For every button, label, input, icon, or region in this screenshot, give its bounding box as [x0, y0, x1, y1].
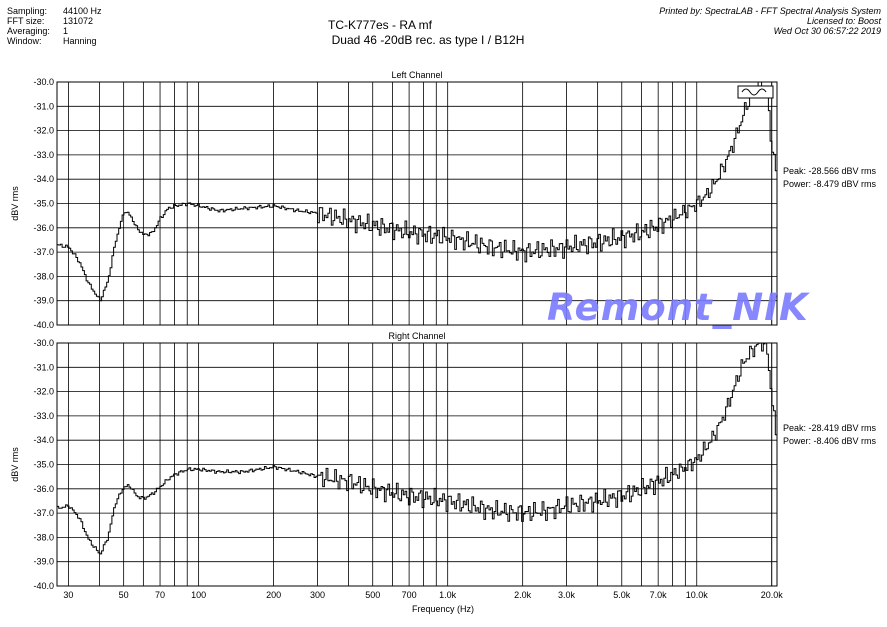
sine-wave-icon	[741, 88, 767, 96]
x-tick-label: 5.0k	[613, 590, 631, 600]
y-tick-label: -31.0	[33, 362, 54, 372]
x-axis-label: Frequency (Hz)	[412, 604, 474, 614]
x-tick-label: 20.0k	[761, 590, 784, 600]
meta-row-averaging: Averaging: 1	[7, 26, 102, 36]
spectrum-line	[57, 342, 778, 555]
y-tick-label: -37.0	[33, 247, 54, 257]
page-subtitle: Duad 46 -20dB rec. as type I / B12H	[331, 33, 525, 47]
y-axis-label: dBV rms	[10, 186, 20, 221]
x-tick-label: 100	[191, 590, 206, 600]
y-tick-label: -34.0	[33, 435, 54, 445]
x-tick-label: 2.0k	[514, 590, 532, 600]
y-tick-label: -31.0	[33, 101, 54, 111]
x-tick-label: 10.0k	[686, 590, 709, 600]
printed-by-block: Printed by: SpectraLAB - FFT Spectral An…	[659, 6, 881, 36]
left-peak-value: Peak: -28.566 dBV rms	[783, 166, 877, 176]
meta-row-sampling: Sampling: 44100 Hz	[7, 6, 102, 16]
meta-key: Averaging:	[7, 26, 50, 36]
meta-value: 1	[63, 26, 69, 36]
y-tick-label: -36.0	[33, 223, 54, 233]
right-peak-value: Peak: -28.419 dBV rms	[783, 423, 877, 433]
print-timestamp: Wed Oct 30 06:57:22 2019	[773, 26, 881, 36]
left-power-value: Power: -8.479 dBV rms	[783, 179, 877, 189]
meta-row-window: Window: Hanning	[7, 36, 102, 46]
y-tick-label: -40.0	[33, 320, 54, 330]
x-tick-label: 30	[63, 590, 73, 600]
y-tick-label: -39.0	[33, 296, 54, 306]
y-tick-label: -33.0	[33, 150, 54, 160]
x-tick-label: 200	[266, 590, 281, 600]
x-tick-label: 700	[402, 590, 417, 600]
meta-key: Sampling:	[7, 6, 48, 16]
measurement-settings: Sampling: 44100 Hz FFT size: 131072 Averag…	[7, 6, 102, 46]
spectrum-line	[57, 81, 778, 302]
meta-value: 44100 Hz	[63, 6, 102, 16]
meta-key: Window:	[7, 36, 42, 46]
y-tick-label: -33.0	[33, 411, 54, 421]
y-axis-label: dBV rms	[10, 447, 20, 482]
y-tick-label: -38.0	[33, 271, 54, 281]
x-tick-label: 3.0k	[558, 590, 576, 600]
meta-value: Hanning	[63, 36, 97, 46]
y-tick-label: -30.0	[33, 77, 54, 87]
x-tick-label: 1.0k	[439, 590, 457, 600]
right-power-value: Power: -8.406 dBV rms	[783, 436, 877, 446]
left-readout: Peak: -28.566 dBV rms Power: -8.479 dBV …	[783, 165, 876, 191]
meta-row-fft-size: FFT size: 131072	[7, 16, 102, 26]
right-readout: Peak: -28.419 dBV rms Power: -8.406 dBV …	[783, 422, 876, 448]
cursor-marker-icon	[737, 85, 774, 99]
y-tick-label: -32.0	[33, 126, 54, 136]
y-tick-label: -34.0	[33, 174, 54, 184]
printed-by-line: Printed by: SpectraLAB - FFT Spectral An…	[659, 6, 881, 16]
y-tick-label: -30.0	[33, 338, 54, 348]
x-tick-label: 7.0k	[650, 590, 668, 600]
y-tick-label: -35.0	[33, 460, 54, 470]
licensed-to-line: Licensed to: Boost	[806, 16, 881, 26]
y-tick-label: -38.0	[33, 532, 54, 542]
y-tick-label: -37.0	[33, 508, 54, 518]
x-tick-label: 50	[119, 590, 129, 600]
y-tick-label: -35.0	[33, 199, 54, 209]
x-tick-label: 300	[310, 590, 325, 600]
y-tick-label: -32.0	[33, 387, 54, 397]
page-title: TC-K777es - RA mf	[327, 18, 433, 32]
y-tick-label: -36.0	[33, 484, 54, 494]
y-tick-label: -40.0	[33, 581, 54, 591]
meta-value: 131072	[63, 16, 94, 26]
channel-title: Right Channel	[388, 331, 445, 341]
x-tick-label: 70	[155, 590, 165, 600]
watermark-text: Remont_NIK	[547, 286, 809, 329]
meta-key: FFT size:	[7, 16, 45, 26]
x-tick-label: 500	[365, 590, 380, 600]
y-tick-label: -39.0	[33, 557, 54, 567]
channel-title: Left Channel	[391, 70, 442, 80]
